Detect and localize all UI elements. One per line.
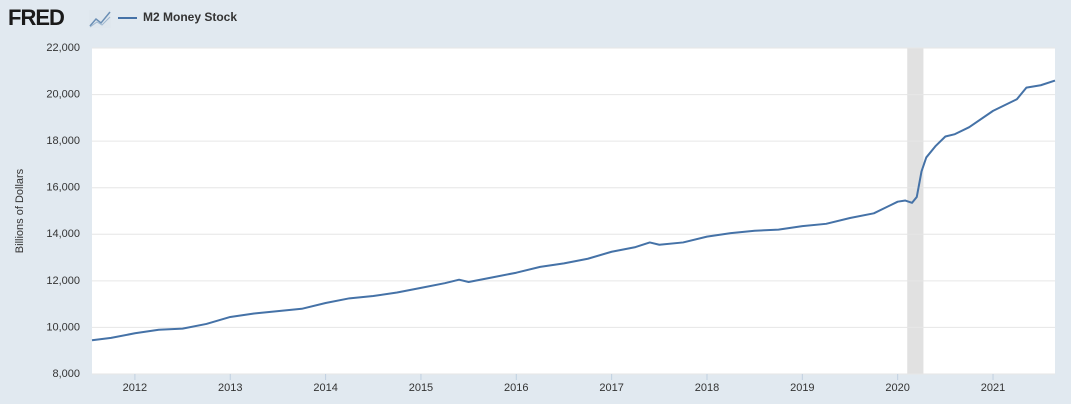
x-tick-label: 2021 xyxy=(981,382,1005,394)
x-tick-label: 2016 xyxy=(504,382,528,394)
x-tick-label: 2017 xyxy=(599,382,623,394)
x-tick-label: 2018 xyxy=(695,382,719,394)
logo: FRED xyxy=(8,5,64,30)
y-tick-label: 18,000 xyxy=(46,135,80,147)
y-axis-label: Billions of Dollars xyxy=(14,168,26,253)
y-tick-label: 14,000 xyxy=(46,228,80,240)
plot-area xyxy=(92,48,1055,374)
legend-label: M2 Money Stock xyxy=(143,10,237,24)
y-tick-label: 16,000 xyxy=(46,182,80,194)
data-line xyxy=(91,79,1056,342)
x-tick-label: 2012 xyxy=(123,382,147,394)
x-tick-label: 2013 xyxy=(218,382,242,394)
x-tick-label: 2014 xyxy=(313,382,337,394)
y-tick-label: 8,000 xyxy=(52,368,80,380)
y-tick-label: 20,000 xyxy=(46,88,80,100)
logo-icon xyxy=(89,10,111,28)
x-tick-label: 2020 xyxy=(885,382,909,394)
y-tick-label: 12,000 xyxy=(46,275,80,287)
y-tick-label: 22,000 xyxy=(46,42,80,54)
x-tick-label: 2019 xyxy=(790,382,814,394)
x-tick-label: 2015 xyxy=(409,382,433,394)
recession-band xyxy=(907,48,924,374)
y-tick-label: 10,000 xyxy=(46,321,80,333)
